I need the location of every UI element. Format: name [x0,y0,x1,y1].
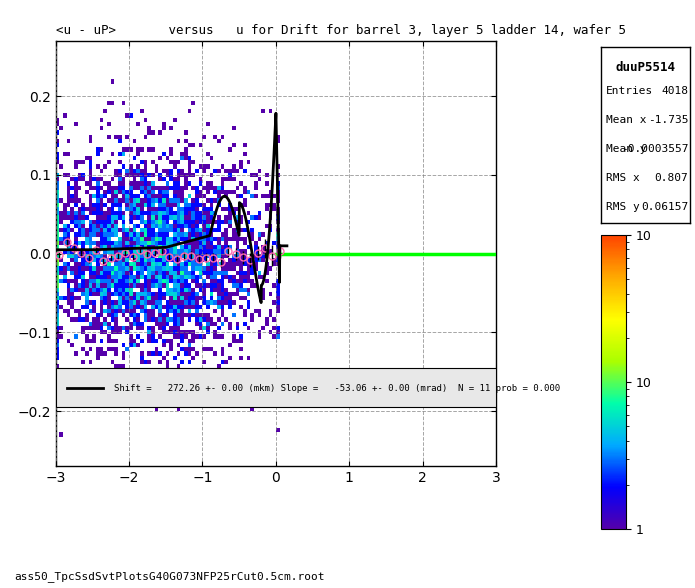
Text: Mean x: Mean x [605,115,646,125]
Text: -0.0003557: -0.0003557 [621,144,688,154]
Text: 4018: 4018 [662,86,688,96]
Text: <u - uP>       versus   u for Drift for barrel 3, layer 5 ladder 14, wafer 5: <u - uP> versus u for Drift for barrel 3… [56,24,626,37]
Text: Entries: Entries [605,86,653,96]
Bar [56,368,496,407]
Text: -1.735: -1.735 [648,115,688,125]
Text: 0.06157: 0.06157 [641,202,688,212]
Text: RMS x: RMS x [605,173,639,183]
Text: duuP5514: duuP5514 [616,61,676,74]
Text: 0.807: 0.807 [655,173,688,183]
Text: Mean y: Mean y [605,144,646,154]
Text: Shift =   272.26 +- 0.00 (mkm) Slope =   -53.06 +- 0.00 (mrad)  N = 11 prob = 0.: Shift = 272.26 +- 0.00 (mkm) Slope = -53… [115,384,560,393]
Text: RMS y: RMS y [605,202,639,212]
Text: ass50_TpcSsdSvtPlotsG40G073NFP25rCut0.5cm.root: ass50_TpcSsdSvtPlotsG40G073NFP25rCut0.5c… [14,571,325,582]
